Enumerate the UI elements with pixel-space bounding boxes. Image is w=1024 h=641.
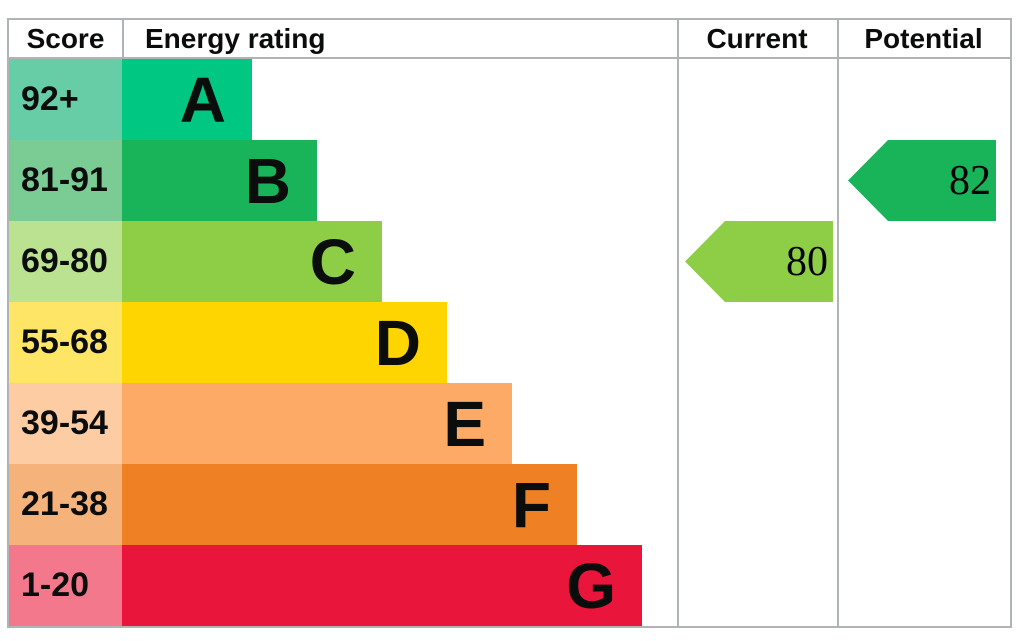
- band-row-c: 69-80 C 80: [9, 221, 1010, 302]
- band-bar-d: D: [122, 302, 447, 383]
- header-row: Score Energy rating Current Potential: [9, 20, 1010, 59]
- band-letter-a: A: [179, 63, 226, 136]
- current-rating-arrow: 80: [685, 221, 833, 302]
- score-range-f: 21-38: [9, 464, 122, 545]
- band-bar-f: F: [122, 464, 577, 545]
- score-column-divider: [122, 20, 124, 57]
- potential-column-divider: [837, 20, 839, 626]
- score-range-c: 69-80: [9, 221, 122, 302]
- band-letter-g: G: [566, 549, 616, 622]
- potential-rating-value: 82: [949, 157, 991, 204]
- band-row-d: 55-68 D: [9, 302, 1010, 383]
- band-row-a: 92+ A: [9, 59, 1010, 140]
- score-column-header: Score: [26, 23, 105, 54]
- band-letter-c: C: [309, 225, 356, 298]
- score-range-g: 1-20: [9, 545, 122, 626]
- band-letter-f: F: [511, 468, 551, 541]
- band-letter-d: D: [374, 306, 421, 379]
- band-bar-a: A: [122, 59, 252, 140]
- band-bar-b: B: [122, 140, 317, 221]
- current-column-header: Current: [706, 23, 808, 54]
- score-range-b: 81-91: [9, 140, 122, 221]
- energy-rating-column-header: Energy rating: [145, 23, 326, 54]
- band-row-e: 39-54 E: [9, 383, 1010, 464]
- band-row-f: 21-38 F: [9, 464, 1010, 545]
- potential-column-header: Potential: [864, 23, 983, 54]
- band-bar-e: E: [122, 383, 512, 464]
- band-row-g: 1-20 G: [9, 545, 1010, 626]
- band-letter-e: E: [443, 387, 486, 460]
- potential-rating-arrow: 82: [848, 140, 996, 221]
- band-bar-g: G: [122, 545, 642, 626]
- band-row-b: 81-91 B 82: [9, 140, 1010, 221]
- bands-body: 92+ A 81-91 B 82 69-80 C: [9, 20, 1010, 626]
- score-range-d: 55-68: [9, 302, 122, 383]
- band-letter-b: B: [244, 144, 291, 217]
- band-bar-c: C: [122, 221, 382, 302]
- epc-table: Score Energy rating Current Potential 92…: [7, 18, 1012, 628]
- score-range-e: 39-54: [9, 383, 122, 464]
- current-column-divider: [677, 20, 679, 626]
- current-rating-value: 80: [786, 238, 828, 285]
- score-range-a: 92+: [9, 59, 122, 140]
